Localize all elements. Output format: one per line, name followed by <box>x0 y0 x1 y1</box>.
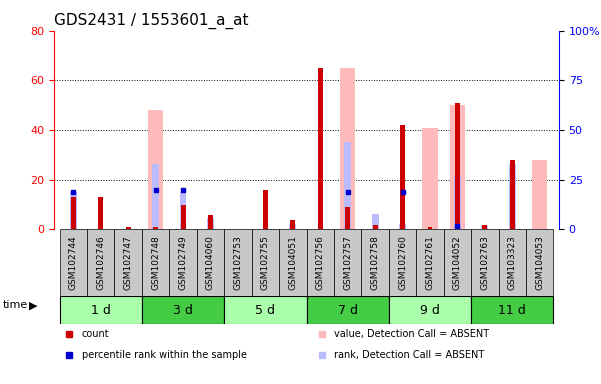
Text: GSM102763: GSM102763 <box>480 235 489 290</box>
Bar <box>427 227 433 230</box>
Bar <box>152 164 159 230</box>
Bar <box>389 296 471 324</box>
Bar <box>59 296 142 324</box>
Bar <box>307 230 334 296</box>
Bar <box>483 225 487 230</box>
Bar <box>70 192 77 230</box>
Text: GSM102747: GSM102747 <box>124 235 133 290</box>
Bar <box>444 230 471 296</box>
Bar <box>345 207 350 230</box>
Text: value, Detection Call = ABSENT: value, Detection Call = ABSENT <box>334 329 489 339</box>
Bar <box>153 227 158 230</box>
Bar <box>389 230 416 296</box>
Text: GSM104053: GSM104053 <box>535 235 545 290</box>
Bar <box>399 223 406 230</box>
Text: 1 d: 1 d <box>91 304 111 317</box>
Bar <box>450 105 465 230</box>
Bar <box>99 197 103 230</box>
Text: time: time <box>3 300 28 310</box>
Text: GSM102758: GSM102758 <box>371 235 380 290</box>
Text: ▶: ▶ <box>29 300 37 310</box>
Text: GSM102755: GSM102755 <box>261 235 270 290</box>
Text: count: count <box>82 329 109 339</box>
Bar <box>307 296 389 324</box>
Bar <box>142 296 224 324</box>
Bar <box>509 164 516 230</box>
Bar <box>371 214 379 230</box>
Text: GSM102760: GSM102760 <box>398 235 407 290</box>
Bar <box>334 230 361 296</box>
Bar <box>197 230 224 296</box>
Bar <box>169 230 197 296</box>
Text: GSM104052: GSM104052 <box>453 235 462 290</box>
Bar <box>263 190 268 230</box>
Bar <box>344 142 351 230</box>
Bar <box>400 125 405 230</box>
Bar <box>180 192 186 230</box>
Text: GSM102756: GSM102756 <box>316 235 325 290</box>
Bar <box>373 225 377 230</box>
Text: GSM102748: GSM102748 <box>151 235 160 290</box>
Text: 7 d: 7 d <box>338 304 358 317</box>
Bar <box>423 127 438 230</box>
Text: GSM104060: GSM104060 <box>206 235 215 290</box>
Bar <box>87 230 114 296</box>
Bar <box>416 230 444 296</box>
Text: 11 d: 11 d <box>498 304 526 317</box>
Bar <box>318 68 323 230</box>
Text: GSM104051: GSM104051 <box>288 235 297 290</box>
Text: GSM102746: GSM102746 <box>96 235 105 290</box>
Bar <box>126 227 130 230</box>
Bar <box>526 230 554 296</box>
Text: GSM103323: GSM103323 <box>508 235 517 290</box>
Text: 3 d: 3 d <box>173 304 193 317</box>
Text: GSM102757: GSM102757 <box>343 235 352 290</box>
Bar <box>148 110 163 230</box>
Bar <box>471 230 499 296</box>
Bar <box>279 230 307 296</box>
Bar <box>142 230 169 296</box>
Bar <box>71 197 76 230</box>
Bar <box>455 103 460 230</box>
Bar <box>290 220 295 230</box>
Bar <box>471 296 554 324</box>
Text: rank, Detection Call = ABSENT: rank, Detection Call = ABSENT <box>334 350 484 361</box>
Bar <box>180 205 186 230</box>
Text: 5 d: 5 d <box>255 304 275 317</box>
Bar <box>207 218 214 230</box>
Text: GSM102749: GSM102749 <box>178 235 188 290</box>
Bar <box>499 230 526 296</box>
Bar <box>208 215 213 230</box>
Bar <box>532 160 548 230</box>
Bar <box>481 225 488 230</box>
Bar <box>510 160 515 230</box>
Text: 9 d: 9 d <box>420 304 440 317</box>
Bar <box>454 176 461 230</box>
Bar <box>59 230 87 296</box>
Bar <box>114 230 142 296</box>
Text: GSM102744: GSM102744 <box>69 235 78 290</box>
Bar <box>252 230 279 296</box>
Text: GSM102761: GSM102761 <box>426 235 435 290</box>
Text: GDS2431 / 1553601_a_at: GDS2431 / 1553601_a_at <box>54 13 249 29</box>
Text: percentile rank within the sample: percentile rank within the sample <box>82 350 247 361</box>
Bar <box>340 68 355 230</box>
Bar <box>361 230 389 296</box>
Bar <box>224 296 307 324</box>
Bar <box>224 230 252 296</box>
Text: GSM102753: GSM102753 <box>233 235 242 290</box>
Bar <box>289 223 296 230</box>
